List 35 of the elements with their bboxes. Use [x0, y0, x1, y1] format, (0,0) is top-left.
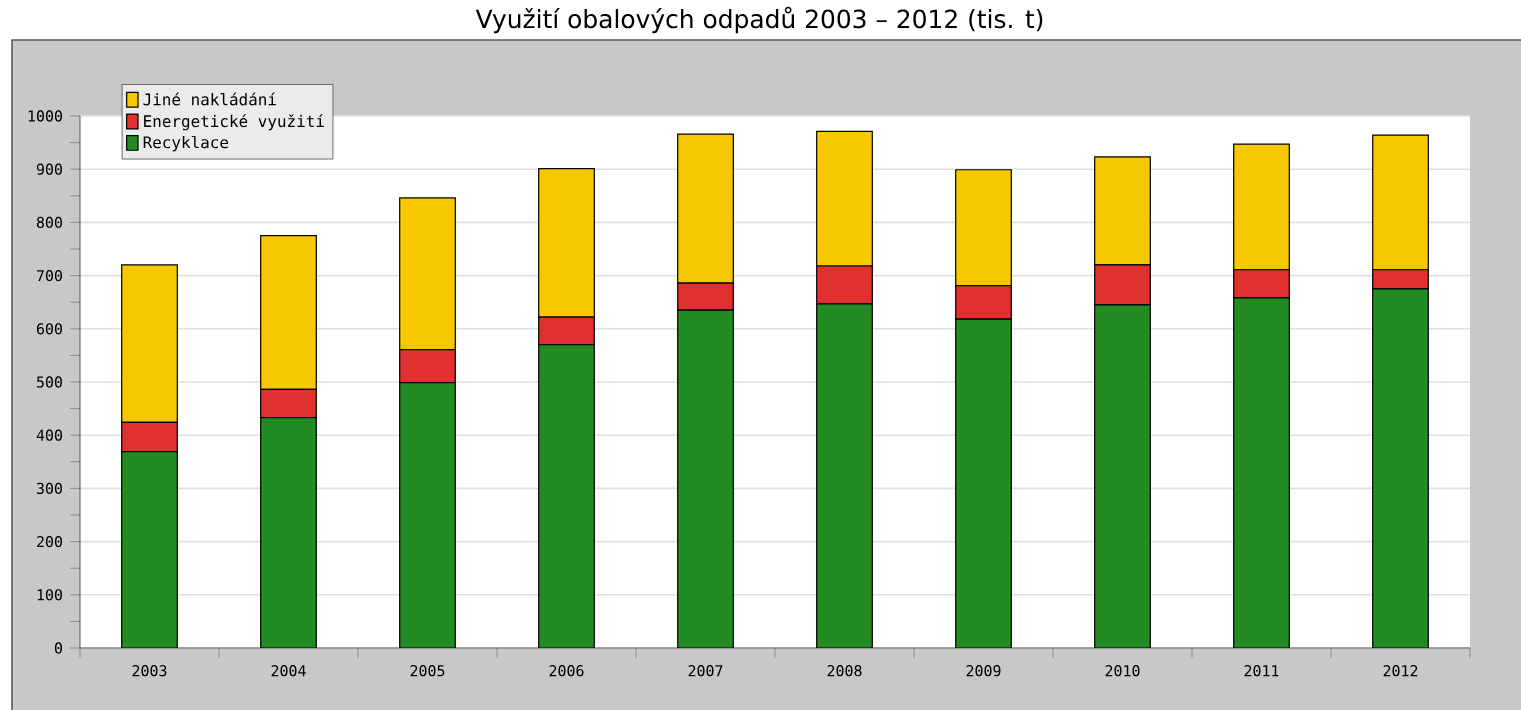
x-tick-label: 2009 [966, 665, 1001, 677]
y-tick-label: 0 [54, 642, 62, 654]
x-tick-label: 2010 [1105, 665, 1140, 677]
x-tick-label: 2005 [410, 665, 445, 677]
bar [1372, 288, 1429, 648]
y-tick-label: 300 [36, 482, 62, 495]
y-tick-label: 600 [36, 323, 62, 335]
y-tick-label: 500 [37, 376, 62, 388]
y-tick-label: 200 [37, 535, 62, 548]
y-tick-label: 1000 [28, 110, 62, 122]
legend-label: Jiné nakládání [143, 92, 276, 106]
bar [1233, 297, 1290, 648]
x-tick-label: 2004 [271, 665, 306, 677]
bar [1094, 304, 1151, 648]
x-tick-label: 2012 [1383, 665, 1418, 677]
bar [816, 303, 873, 648]
x-tick-label: 2007 [688, 665, 723, 677]
x-tick-label: 2003 [132, 665, 167, 677]
x-tick-label: 2011 [1244, 665, 1279, 677]
bar [955, 318, 1012, 648]
chart-title: Využití obalových odpadů 2003 – 2012 (tis. t) [475, 6, 1043, 34]
y-tick-label: 400 [36, 429, 62, 441]
bar [677, 309, 734, 648]
x-tick-label: 2008 [827, 665, 862, 677]
y-tick-label: 700 [36, 269, 62, 282]
legend-label: Energetické využití [144, 114, 324, 131]
bar [260, 417, 317, 648]
legend-label: Recyklace [143, 135, 229, 152]
bar [538, 344, 595, 648]
y-tick-label: 800 [36, 216, 62, 229]
y-tick-label: 900 [36, 163, 62, 175]
x-tick-label: 2006 [549, 665, 584, 677]
bar [399, 381, 456, 648]
bar [121, 451, 178, 648]
y-tick-label: 100 [37, 589, 62, 601]
